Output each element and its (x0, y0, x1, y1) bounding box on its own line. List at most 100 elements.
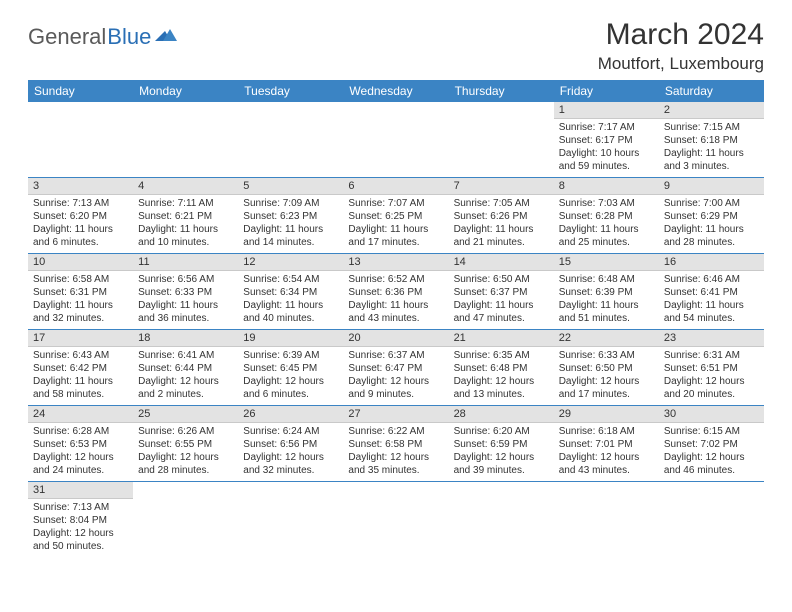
title-block: March 2024 Moutfort, Luxembourg (598, 18, 764, 74)
day-number: 9 (659, 178, 764, 195)
calendar-cell: 3Sunrise: 7:13 AMSunset: 6:20 PMDaylight… (28, 178, 133, 254)
sunset-text: Sunset: 6:26 PM (454, 210, 549, 223)
sunrise-text: Sunrise: 7:07 AM (348, 197, 443, 210)
day-number: 21 (449, 330, 554, 347)
daylight-text: Daylight: 11 hours and 17 minutes. (348, 223, 443, 249)
calendar-cell: 21Sunrise: 6:35 AMSunset: 6:48 PMDayligh… (449, 330, 554, 406)
day-details: Sunrise: 6:18 AMSunset: 7:01 PMDaylight:… (554, 423, 659, 481)
day-details: Sunrise: 6:46 AMSunset: 6:41 PMDaylight:… (659, 271, 764, 329)
day-details: Sunrise: 6:50 AMSunset: 6:37 PMDaylight:… (449, 271, 554, 329)
sunset-text: Sunset: 6:58 PM (348, 438, 443, 451)
calendar-cell: 22Sunrise: 6:33 AMSunset: 6:50 PMDayligh… (554, 330, 659, 406)
sunset-text: Sunset: 6:34 PM (243, 286, 338, 299)
calendar-cell: 6Sunrise: 7:07 AMSunset: 6:25 PMDaylight… (343, 178, 448, 254)
calendar-week-row: 10Sunrise: 6:58 AMSunset: 6:31 PMDayligh… (28, 254, 764, 330)
day-number: 7 (449, 178, 554, 195)
sunrise-text: Sunrise: 7:13 AM (33, 501, 128, 514)
day-number: 6 (343, 178, 448, 195)
day-details: Sunrise: 7:17 AMSunset: 6:17 PMDaylight:… (554, 119, 659, 177)
day-number: 16 (659, 254, 764, 271)
logo: General Blue (28, 24, 177, 50)
sunset-text: Sunset: 6:33 PM (138, 286, 233, 299)
calendar-table: Sunday Monday Tuesday Wednesday Thursday… (28, 80, 764, 557)
sunset-text: Sunset: 6:20 PM (33, 210, 128, 223)
sunset-text: Sunset: 6:48 PM (454, 362, 549, 375)
day-details: Sunrise: 6:58 AMSunset: 6:31 PMDaylight:… (28, 271, 133, 329)
sunset-text: Sunset: 6:31 PM (33, 286, 128, 299)
sunrise-text: Sunrise: 6:24 AM (243, 425, 338, 438)
daylight-text: Daylight: 12 hours and 20 minutes. (664, 375, 759, 401)
calendar-week-row: 24Sunrise: 6:28 AMSunset: 6:53 PMDayligh… (28, 406, 764, 482)
calendar-cell: 8Sunrise: 7:03 AMSunset: 6:28 PMDaylight… (554, 178, 659, 254)
calendar-cell: 13Sunrise: 6:52 AMSunset: 6:36 PMDayligh… (343, 254, 448, 330)
calendar-cell (238, 102, 343, 178)
daylight-text: Daylight: 11 hours and 32 minutes. (33, 299, 128, 325)
day-number: 2 (659, 102, 764, 119)
sunset-text: Sunset: 6:39 PM (559, 286, 654, 299)
sunrise-text: Sunrise: 6:33 AM (559, 349, 654, 362)
sunrise-text: Sunrise: 6:54 AM (243, 273, 338, 286)
calendar-cell: 10Sunrise: 6:58 AMSunset: 6:31 PMDayligh… (28, 254, 133, 330)
sunset-text: Sunset: 6:41 PM (664, 286, 759, 299)
calendar-cell: 20Sunrise: 6:37 AMSunset: 6:47 PMDayligh… (343, 330, 448, 406)
sunrise-text: Sunrise: 6:41 AM (138, 349, 233, 362)
day-details: Sunrise: 7:05 AMSunset: 6:26 PMDaylight:… (449, 195, 554, 253)
calendar-cell: 23Sunrise: 6:31 AMSunset: 6:51 PMDayligh… (659, 330, 764, 406)
daylight-text: Daylight: 11 hours and 25 minutes. (559, 223, 654, 249)
day-details: Sunrise: 6:22 AMSunset: 6:58 PMDaylight:… (343, 423, 448, 481)
sunset-text: Sunset: 6:29 PM (664, 210, 759, 223)
sunset-text: Sunset: 6:51 PM (664, 362, 759, 375)
calendar-cell: 16Sunrise: 6:46 AMSunset: 6:41 PMDayligh… (659, 254, 764, 330)
daylight-text: Daylight: 12 hours and 17 minutes. (559, 375, 654, 401)
daylight-text: Daylight: 11 hours and 3 minutes. (664, 147, 759, 173)
day-number: 12 (238, 254, 343, 271)
calendar-cell: 30Sunrise: 6:15 AMSunset: 7:02 PMDayligh… (659, 406, 764, 482)
sunset-text: Sunset: 6:59 PM (454, 438, 549, 451)
day-number: 31 (28, 482, 133, 499)
calendar-week-row: 1Sunrise: 7:17 AMSunset: 6:17 PMDaylight… (28, 102, 764, 178)
day-number: 29 (554, 406, 659, 423)
day-number: 3 (28, 178, 133, 195)
sunset-text: Sunset: 6:53 PM (33, 438, 128, 451)
day-number: 5 (238, 178, 343, 195)
sunrise-text: Sunrise: 6:52 AM (348, 273, 443, 286)
location-label: Moutfort, Luxembourg (598, 54, 764, 74)
daylight-text: Daylight: 12 hours and 13 minutes. (454, 375, 549, 401)
calendar-week-row: 3Sunrise: 7:13 AMSunset: 6:20 PMDaylight… (28, 178, 764, 254)
day-number: 26 (238, 406, 343, 423)
daylight-text: Daylight: 11 hours and 51 minutes. (559, 299, 654, 325)
sunset-text: Sunset: 6:21 PM (138, 210, 233, 223)
sunset-text: Sunset: 6:55 PM (138, 438, 233, 451)
daylight-text: Daylight: 12 hours and 50 minutes. (33, 527, 128, 553)
calendar-cell: 26Sunrise: 6:24 AMSunset: 6:56 PMDayligh… (238, 406, 343, 482)
calendar-cell (343, 102, 448, 178)
day-details: Sunrise: 6:56 AMSunset: 6:33 PMDaylight:… (133, 271, 238, 329)
calendar-cell (659, 482, 764, 558)
day-number: 28 (449, 406, 554, 423)
calendar-cell: 25Sunrise: 6:26 AMSunset: 6:55 PMDayligh… (133, 406, 238, 482)
calendar-cell: 14Sunrise: 6:50 AMSunset: 6:37 PMDayligh… (449, 254, 554, 330)
day-details: Sunrise: 7:03 AMSunset: 6:28 PMDaylight:… (554, 195, 659, 253)
day-number: 15 (554, 254, 659, 271)
sunset-text: Sunset: 6:37 PM (454, 286, 549, 299)
sunrise-text: Sunrise: 6:26 AM (138, 425, 233, 438)
sunset-text: Sunset: 6:47 PM (348, 362, 443, 375)
day-details: Sunrise: 6:37 AMSunset: 6:47 PMDaylight:… (343, 347, 448, 405)
daylight-text: Daylight: 11 hours and 58 minutes. (33, 375, 128, 401)
daylight-text: Daylight: 12 hours and 28 minutes. (138, 451, 233, 477)
weekday-header-row: Sunday Monday Tuesday Wednesday Thursday… (28, 80, 764, 102)
day-details: Sunrise: 7:11 AMSunset: 6:21 PMDaylight:… (133, 195, 238, 253)
calendar-cell: 11Sunrise: 6:56 AMSunset: 6:33 PMDayligh… (133, 254, 238, 330)
daylight-text: Daylight: 11 hours and 10 minutes. (138, 223, 233, 249)
sunset-text: Sunset: 6:56 PM (243, 438, 338, 451)
sunset-text: Sunset: 6:44 PM (138, 362, 233, 375)
sunrise-text: Sunrise: 6:20 AM (454, 425, 549, 438)
daylight-text: Daylight: 11 hours and 36 minutes. (138, 299, 233, 325)
day-number: 30 (659, 406, 764, 423)
weekday-header: Wednesday (343, 80, 448, 102)
day-details: Sunrise: 6:41 AMSunset: 6:44 PMDaylight:… (133, 347, 238, 405)
sunrise-text: Sunrise: 6:58 AM (33, 273, 128, 286)
day-details: Sunrise: 7:13 AMSunset: 8:04 PMDaylight:… (28, 499, 133, 557)
day-details: Sunrise: 6:20 AMSunset: 6:59 PMDaylight:… (449, 423, 554, 481)
calendar-cell: 4Sunrise: 7:11 AMSunset: 6:21 PMDaylight… (133, 178, 238, 254)
